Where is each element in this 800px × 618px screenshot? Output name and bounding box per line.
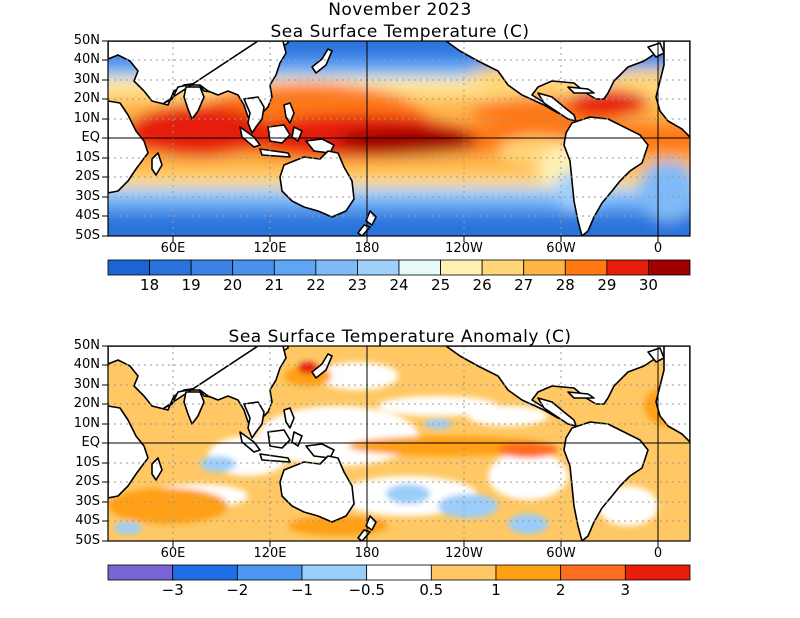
sst-colorbar (107, 259, 691, 276)
anomaly-colorbar-swatch (172, 564, 238, 581)
anomaly-colorbar-label: −2 (226, 581, 249, 599)
sst-colorbar-label: 23 (347, 276, 367, 294)
sst-lat-label: 20N (73, 91, 100, 106)
anomaly-colorbar (107, 564, 691, 581)
sst-colorbar-label: 29 (597, 276, 617, 294)
anomaly-colorbar-label: −1 (290, 581, 314, 599)
anomaly-colorbar-swatch (301, 564, 368, 581)
sst-colorbar-swatch (107, 259, 150, 276)
sst-lon-label: 60E (160, 241, 186, 256)
anomaly-colorbar-label: 0.5 (419, 581, 444, 599)
sst-colorbar-label: 25 (431, 276, 451, 294)
sst-lat-label: 30S (75, 189, 100, 204)
anomaly-map-title: Sea Surface Temperature Anomaly (C) (228, 327, 572, 347)
anomaly-lat-label: 30N (73, 377, 100, 392)
sst-colorbar-swatch (273, 259, 317, 276)
sst-lon-label: 120W (445, 241, 483, 256)
sst-colorbar-swatch (523, 259, 566, 276)
anomaly-colorbar-swatch (236, 564, 303, 581)
anomaly-lat-label: 50S (75, 533, 100, 548)
anomaly-lon-label: 0 (653, 546, 663, 561)
anomaly-lat-label: 30S (75, 494, 100, 509)
anomaly-lon-label: 180 (354, 546, 380, 561)
sst-colorbar-swatch (315, 259, 358, 276)
anomaly-lat-label: 40S (75, 513, 100, 528)
sst-colorbar-swatch (481, 259, 525, 276)
sst-lat-label: 30N (73, 72, 100, 87)
sst-colorbar-swatch (440, 259, 483, 276)
sst-colorbar-label: 22 (306, 276, 326, 294)
sst-lat-label: 20S (75, 169, 100, 184)
anomaly-colorbar-label: −0.5 (348, 581, 385, 599)
sst-colorbar-swatch (190, 259, 234, 276)
sst-colorbar-label: 20 (223, 276, 243, 294)
anomaly-lon-label: 60E (160, 546, 186, 561)
sst-colorbar-swatch (564, 259, 608, 276)
anomaly-lat-label: 40N (73, 357, 100, 372)
anomaly-lat-label: 10N (73, 416, 100, 431)
anomaly-colorbar-swatch (624, 564, 691, 581)
sst-colorbar-label: 18 (140, 276, 160, 294)
anomaly-colorbar-swatch (495, 564, 562, 581)
sst-lat-label: 50N (73, 33, 100, 48)
sst-colorbar-swatch (648, 259, 691, 276)
sst-lat-label: 40N (73, 52, 100, 67)
anomaly-lon-label: 120E (253, 546, 287, 561)
sst-colorbar-label: 28 (555, 276, 575, 294)
anomaly-colorbar-swatch (430, 564, 497, 581)
axis-ticks (102, 40, 659, 547)
sst-lat-label: 50S (75, 228, 100, 243)
sst-colorbar-swatch (398, 259, 441, 276)
sst-map-title: Sea Surface Temperature (C) (270, 22, 530, 42)
sst-colorbar-swatch (232, 259, 275, 276)
sst-colorbar-label: 27 (514, 276, 534, 294)
sst-colorbar-label: 19 (181, 276, 201, 294)
anomaly-colorbar-swatch (560, 564, 626, 581)
sst-lon-label: 0 (653, 241, 663, 256)
anomaly-lon-label: 60W (546, 546, 576, 561)
sst-map (108, 41, 690, 236)
sst-colorbar-swatch (606, 259, 649, 276)
anomaly-lon-label: 120W (445, 546, 483, 561)
anomaly-lat-label: 20N (73, 396, 100, 411)
anomaly-colorbar-swatch (366, 564, 432, 581)
anomaly-colorbar-label: 2 (555, 581, 566, 599)
map-title-month: November 2023 (328, 0, 472, 20)
sst-lat-label: 10N (73, 111, 100, 126)
sst-colorbar-label: 30 (638, 276, 658, 294)
sst-lon-label: 120E (253, 241, 287, 256)
anomaly-lat-label: EQ (81, 435, 100, 450)
anomaly-colorbar-label: 3 (620, 581, 631, 599)
anomaly-lat-label: 50N (73, 338, 100, 353)
anomaly-map (108, 346, 690, 541)
sst-colorbar-label: 21 (264, 276, 284, 294)
sst-lat-label: EQ (81, 130, 100, 145)
sst-colorbar-swatch (149, 259, 192, 276)
anomaly-colorbar-swatch (107, 564, 174, 581)
sst-colorbar-label: 26 (472, 276, 492, 294)
anomaly-colorbar-label: −3 (161, 581, 184, 599)
anomaly-lat-label: 20S (75, 474, 100, 489)
sst-colorbar-swatch (357, 259, 400, 276)
sst-lat-label: 40S (75, 208, 100, 223)
anomaly-colorbar-label: 1 (491, 581, 501, 599)
sst-lat-label: 10S (75, 150, 100, 165)
sst-lon-label: 60W (546, 241, 576, 256)
anomaly-lat-label: 10S (75, 455, 100, 470)
sst-lon-label: 180 (354, 241, 380, 256)
sst-colorbar-label: 24 (389, 276, 409, 294)
